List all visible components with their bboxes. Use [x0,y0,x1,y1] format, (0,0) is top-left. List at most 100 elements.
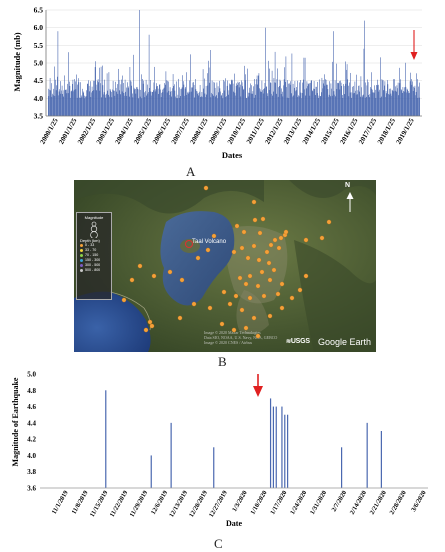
chart-a-bar [310,80,312,116]
chart-a-bar [362,95,363,116]
chart-a-bar [256,79,257,116]
chart-a-bar [411,79,412,116]
map-legend: Magnitude Depth (km) 0 - 33 33 - 70 70 - 1… [76,212,112,300]
chart-a-bar [100,66,102,116]
chart-a-bar [306,81,308,116]
chart-a-bar [395,86,396,116]
chart-a-bar [327,89,329,116]
earthquake-event-dot [207,305,213,311]
chart-a-bar [135,88,136,116]
chart-a-bar [158,93,159,116]
chart-a-bar [343,84,344,116]
chart-a-bar [172,88,173,116]
chart-a-bar [60,81,61,116]
chart-a-bar [112,89,113,116]
chart-c-x-tick-label: 12/27/2019 [208,489,229,519]
chart-a-bar [113,90,114,116]
chart-a-bar [331,95,333,116]
chart-a-bar [177,98,178,116]
chart-a-bar [216,82,218,116]
chart-a-bar [312,91,314,116]
chart-c-x-tick-label: 11/29/2019 [129,489,150,518]
chart-a-bar [318,95,320,116]
chart-a-bar [282,91,283,116]
chart-c-x-tick-label: 2/28/2020 [389,490,408,516]
chart-c-y-axis-label: Magnitude of Earthquake [11,377,20,466]
chart-a-bar [133,87,135,116]
chart-c-x-tick-label: 2/14/2020 [349,490,368,516]
chart-a-bar [89,91,90,116]
chart-a-bar [75,89,77,116]
chart-a-bar [193,82,194,116]
chart-a-bar [142,79,143,116]
earthquake-event-dot [234,223,240,229]
chart-a-bar [66,89,67,116]
chart-a-bar [295,91,296,116]
chart-a-bar [241,82,243,116]
chart-c-x-tick-label: 1/17/2020 [269,490,288,516]
chart-a-bar [394,90,396,116]
chart-a-bar [379,89,380,116]
chart-a-bar [195,79,196,116]
chart-a-bar [138,98,139,116]
chart-a-bar [93,90,95,116]
chart-a-bar [76,74,77,116]
chart-a-bar [156,86,158,116]
chart-a-bar [110,90,111,116]
chart-a-bar [413,86,414,116]
legend-entry-label: 33 - 70 [85,248,97,252]
chart-a-bar [154,66,155,116]
chart-a-bar [132,97,134,116]
chart-a-bar [342,94,343,116]
chart-c-bar [284,414,286,488]
legend-swatch [80,249,83,252]
chart-a-bar [219,80,220,116]
chart-a-bar [199,91,200,116]
chart-a-bar [290,81,291,116]
chart-a-bar [333,91,335,116]
chart-a-bar [259,89,261,116]
legend-entry-label: 0 - 33 [85,243,95,247]
earthquake-event-dot [179,277,185,283]
chart-c-y-tick-label: 4.8 [27,387,36,395]
chart-a-bar [73,89,75,116]
chart-a-bar [390,93,392,116]
chart-a-bar [58,91,60,116]
chart-a-bar [384,81,386,116]
chart-a-bar [317,81,318,116]
earthquake-event-dot [121,297,127,303]
earthquake-event-dot [264,249,270,255]
chart-a-bar [69,81,70,116]
chart-a-bar [404,87,405,116]
earthquake-event-dot [255,283,261,289]
chart-a-bar [240,96,242,116]
chart-a-bar [218,92,219,116]
chart-a-bar [80,82,81,116]
chart-a-bar [247,96,249,116]
chart-a-bar [398,95,399,116]
chart-a-bar [172,74,174,116]
chart-a-bar [183,81,184,116]
chart-a-bar [319,96,321,116]
chart-a-bar [380,57,381,116]
chart-a-bar [298,95,299,116]
svg-text:Image © 2020 CNES / Airbus: Image © 2020 CNES / Airbus [204,340,252,345]
earthquake-event-dot [231,249,237,255]
chart-a-bar [189,92,191,116]
chart-a-bar [192,82,194,116]
chart-a-bar [336,63,337,116]
chart-c-x-tick-label: 2/7/2020 [331,490,349,514]
chart-a-bar [416,73,417,116]
chart-a-bar [167,80,168,116]
earthquake-event-dot [278,235,284,241]
chart-a-bar [373,92,375,116]
chart-a-bar [114,95,116,116]
chart-a-bar [214,82,215,116]
chart-a-bar [375,97,377,116]
chart-a-bar [316,93,318,116]
chart-a-bar [229,84,231,116]
chart-a-bar [102,85,104,116]
chart-a-bar [140,89,141,116]
chart-a-bar [279,79,281,116]
chart-a-bar [278,87,279,116]
